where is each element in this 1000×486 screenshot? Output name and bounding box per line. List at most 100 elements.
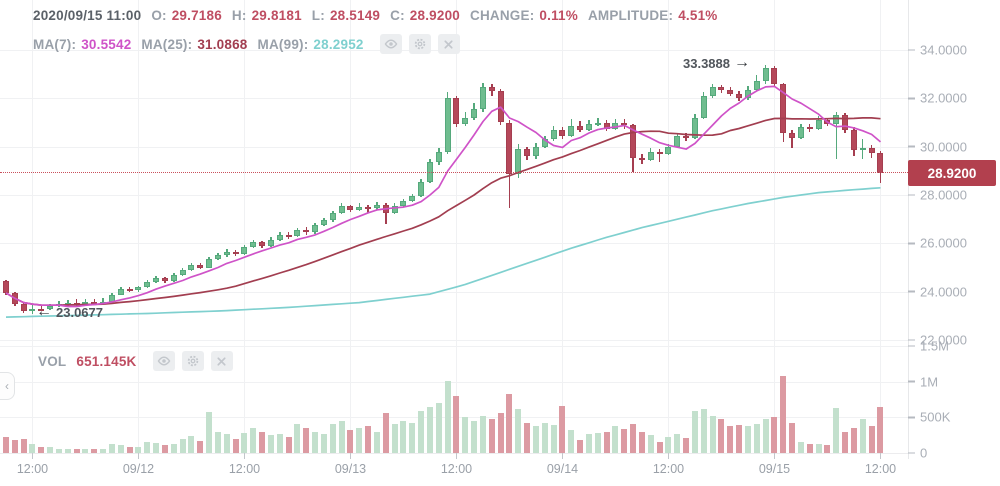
volume-bar: [524, 423, 531, 453]
amplitude-label: AMPLITUDE:: [587, 8, 674, 23]
ma25-label: MA(25):: [141, 36, 193, 52]
volume-bar: [47, 447, 54, 453]
candle: [197, 265, 204, 268]
price-axis-label: 30.0000: [908, 139, 967, 154]
gear-icon[interactable]: [181, 351, 204, 371]
candle: [400, 201, 407, 206]
grid-line-vertical: [880, 0, 882, 453]
volume-bar: [259, 431, 266, 453]
volume-bar: [400, 420, 407, 453]
volume-bar: [744, 425, 751, 453]
candle: [206, 259, 213, 268]
volume-bar: [338, 420, 345, 453]
candle: [338, 205, 345, 214]
volume-bar: [850, 428, 857, 453]
candle: [320, 220, 327, 226]
axis-tick: [908, 380, 915, 383]
volume-bar: [762, 418, 769, 453]
volume-axis-label: 1.5M: [908, 338, 949, 353]
volume-bar: [497, 413, 504, 453]
candle: [621, 122, 628, 125]
current-price-line: [0, 172, 908, 173]
axis-tick: [908, 194, 915, 196]
price-axis-label-text: 32.0000: [920, 90, 967, 106]
candle: [20, 303, 27, 312]
low-annotation-value: 23.0677: [56, 304, 103, 320]
time-axis-border: [0, 453, 908, 454]
candle: [532, 146, 539, 157]
grid-line-vertical: [668, 0, 670, 453]
time-axis-label: 12:00: [228, 462, 261, 476]
axis-tick: [908, 290, 915, 293]
eye-icon[interactable]: [152, 351, 175, 371]
volume-bar: [842, 431, 849, 453]
time-axis-tick: [668, 453, 670, 459]
open-label: O:: [151, 8, 167, 23]
candle: [806, 127, 813, 130]
volume-bar: [232, 438, 239, 453]
volume-bar: [250, 428, 257, 453]
grid-line-vertical: [456, 0, 458, 453]
volume-bar: [409, 423, 416, 453]
grid-line-horizontal: [0, 195, 908, 197]
candle: [550, 129, 557, 140]
close-icon[interactable]: [437, 34, 460, 54]
volume-bar: [806, 444, 813, 453]
volume-bar: [435, 403, 442, 453]
volume-bar: [64, 449, 71, 453]
volume-bar: [170, 443, 177, 453]
high-annotation: 33.3888 →: [683, 55, 750, 71]
volume-bar: [188, 435, 195, 453]
grid-line-horizontal: [0, 243, 908, 245]
price-axis-label: 26.0000: [908, 236, 967, 251]
volume-bar: [356, 428, 363, 453]
candle: [612, 122, 619, 129]
close-icon[interactable]: [210, 351, 233, 371]
candle: [674, 135, 681, 147]
volume-bar: [117, 445, 124, 453]
volume-bar: [426, 406, 433, 453]
candle: [850, 129, 857, 151]
gear-icon[interactable]: [408, 34, 431, 54]
volume-bar: [329, 424, 336, 453]
candle: [3, 280, 9, 293]
candle: [877, 153, 884, 173]
candle: [691, 117, 698, 139]
grid-line-horizontal: [0, 345, 908, 347]
ma-indicator-controls: [379, 34, 460, 54]
volume-bar: [453, 395, 460, 453]
volume-bar: [789, 423, 796, 453]
candle: [373, 204, 380, 209]
volume-axis-label: 0: [908, 446, 927, 461]
candle: [665, 146, 672, 154]
candle: [303, 230, 310, 233]
volume-bar: [585, 434, 592, 453]
current-price-badge: 28.9200: [908, 160, 996, 186]
candle: [718, 87, 725, 90]
candle-datetime: 2020/09/15 11:00: [33, 8, 142, 23]
volume-bar: [462, 417, 469, 453]
candle: [868, 147, 875, 154]
candle: [462, 117, 469, 124]
price-axis-label-text: 34.0000: [920, 42, 967, 58]
change-label: CHANGE:: [470, 8, 535, 23]
volume-bar: [621, 429, 628, 453]
collapse-panel-button[interactable]: ‹: [0, 372, 15, 400]
volume-bar: [223, 434, 230, 453]
ma99-line: [5, 186, 881, 318]
candle: [479, 87, 486, 110]
volume-axis-label-text: 500K: [920, 409, 951, 425]
volume-bar: [515, 408, 522, 453]
ma99-label: MA(99):: [257, 36, 309, 52]
eye-icon[interactable]: [379, 34, 402, 54]
candle: [833, 115, 840, 124]
volume-bar: [382, 413, 389, 453]
volume-bar: [241, 433, 248, 453]
volume-bar: [859, 418, 866, 453]
candle: [497, 91, 504, 123]
volume-bar: [91, 449, 98, 453]
candle: [585, 123, 592, 130]
candle: [223, 251, 230, 256]
grid-line-vertical: [244, 0, 246, 453]
ohlc-header: 2020/09/15 11:00 O: 29.7186 H: 29.8181 L: 2…: [33, 8, 717, 23]
